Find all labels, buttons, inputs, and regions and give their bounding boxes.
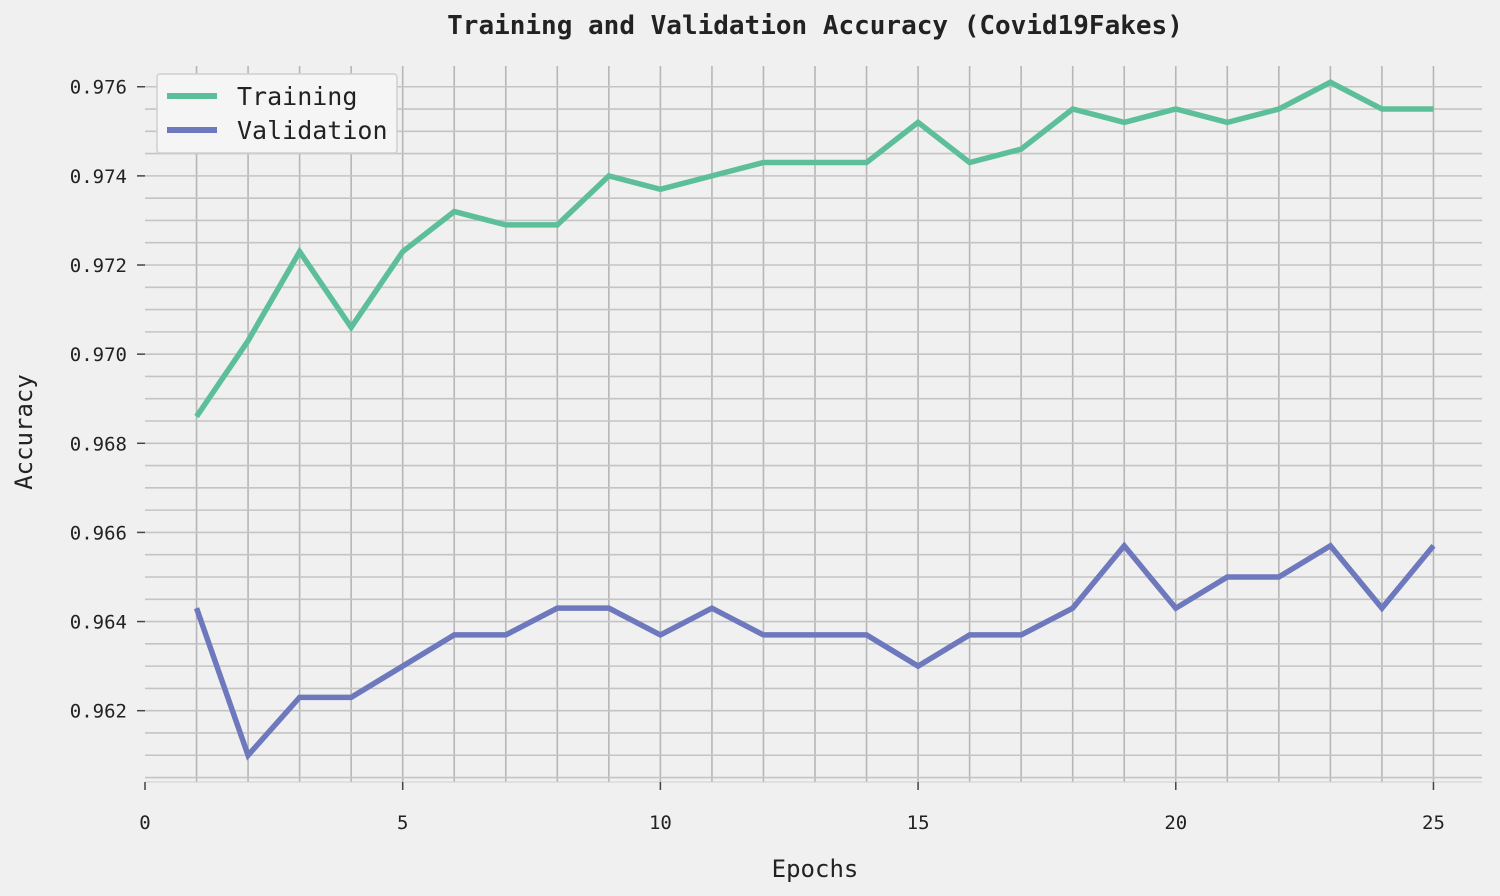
data-point-validation bbox=[1020, 634, 1022, 636]
data-point-training bbox=[969, 162, 971, 164]
data-point-validation bbox=[1432, 545, 1434, 547]
data-point-validation bbox=[453, 634, 455, 636]
data-point-training bbox=[659, 188, 661, 190]
legend-label-validation: Validation bbox=[237, 116, 388, 145]
data-point-validation bbox=[1381, 607, 1383, 609]
data-point-validation bbox=[1329, 545, 1331, 547]
y-tick-label: 0.966 bbox=[70, 522, 127, 544]
data-point-validation bbox=[814, 634, 816, 636]
data-point-training bbox=[196, 416, 198, 418]
chart-title: Training and Validation Accuracy (Covid1… bbox=[447, 11, 1183, 41]
data-point-training bbox=[299, 251, 301, 253]
data-point-training bbox=[814, 162, 816, 164]
data-point-validation bbox=[969, 634, 971, 636]
data-point-validation bbox=[1072, 607, 1074, 609]
data-point-training bbox=[1381, 108, 1383, 110]
data-point-validation bbox=[505, 634, 507, 636]
x-tick-label: 5 bbox=[397, 812, 408, 834]
data-point-validation bbox=[1226, 576, 1228, 578]
data-point-training bbox=[1278, 108, 1280, 110]
data-point-training bbox=[1072, 108, 1074, 110]
data-point-training bbox=[453, 211, 455, 213]
y-tick-label: 0.962 bbox=[70, 701, 127, 723]
y-tick-labels: 0.962 0.964 0.966 0.968 0.970 0.972 0.974 0.976 bbox=[70, 77, 127, 723]
data-point-validation bbox=[556, 607, 558, 609]
data-point-validation bbox=[1175, 607, 1177, 609]
data-point-training bbox=[917, 121, 919, 123]
data-point-training bbox=[1175, 108, 1177, 110]
data-point-training bbox=[762, 162, 764, 164]
data-point-training bbox=[350, 326, 352, 328]
data-point-training bbox=[1226, 121, 1228, 123]
data-point-validation bbox=[866, 634, 868, 636]
data-point-training bbox=[866, 162, 868, 164]
y-tick-label: 0.974 bbox=[70, 166, 127, 188]
data-point-training bbox=[505, 224, 507, 226]
data-point-training bbox=[608, 175, 610, 177]
data-point-validation bbox=[762, 634, 764, 636]
data-point-training bbox=[1432, 108, 1434, 110]
data-point-validation bbox=[711, 607, 713, 609]
data-point-validation bbox=[350, 696, 352, 698]
x-tick-label: 0 bbox=[139, 812, 150, 834]
x-tick-label: 20 bbox=[1164, 812, 1187, 834]
x-tick-label: 10 bbox=[649, 812, 672, 834]
data-point-training bbox=[1329, 81, 1331, 83]
y-tick-label: 0.968 bbox=[70, 433, 127, 455]
data-point-training bbox=[711, 175, 713, 177]
y-tick-label: 0.964 bbox=[70, 612, 127, 634]
data-point-validation bbox=[196, 607, 198, 609]
series-lines bbox=[193, 79, 1436, 761]
data-point-training bbox=[247, 340, 249, 342]
data-point-validation bbox=[917, 665, 919, 667]
data-point-training bbox=[402, 251, 404, 253]
data-point-training bbox=[1020, 148, 1022, 150]
legend-label-training: Training bbox=[237, 82, 357, 111]
data-point-validation bbox=[247, 754, 249, 756]
data-point-validation bbox=[608, 607, 610, 609]
y-tick-label: 0.970 bbox=[70, 344, 127, 366]
y-axis-label: Accuracy bbox=[10, 374, 38, 490]
legend: Training Validation bbox=[156, 73, 398, 154]
x-tick-label: 15 bbox=[907, 812, 930, 834]
x-axis-label: Epochs bbox=[772, 855, 859, 883]
data-point-validation bbox=[1123, 545, 1125, 547]
data-point-validation bbox=[299, 696, 301, 698]
data-point-validation bbox=[659, 634, 661, 636]
y-tick-label: 0.972 bbox=[70, 255, 127, 277]
data-point-validation bbox=[402, 665, 404, 667]
data-point-training bbox=[556, 224, 558, 226]
x-tick-labels: 0 5 10 15 20 25 bbox=[139, 812, 1445, 834]
x-tick-label: 25 bbox=[1422, 812, 1445, 834]
data-point-validation bbox=[1278, 576, 1280, 578]
data-point-training bbox=[1123, 121, 1125, 123]
axes bbox=[137, 85, 1482, 790]
y-tick-label: 0.976 bbox=[70, 77, 127, 99]
